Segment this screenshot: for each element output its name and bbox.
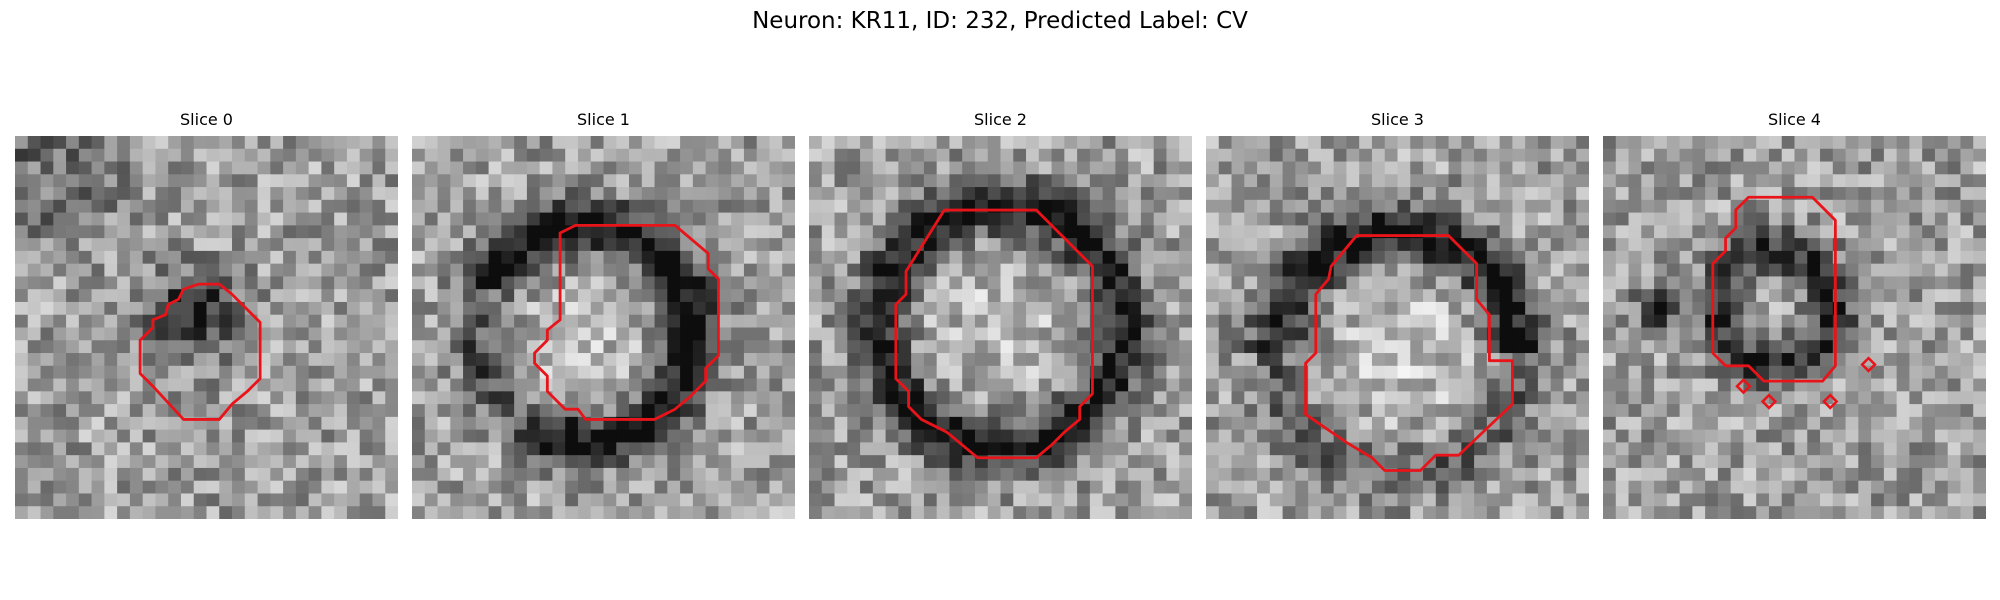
slice-title-3: Slice 3 <box>1206 108 1589 136</box>
slice-pixels-0 <box>15 136 398 519</box>
slice-title-4: Slice 4 <box>1603 108 1986 136</box>
slice-image-4 <box>1603 136 1986 519</box>
slice-image-1 <box>412 136 795 519</box>
figure-title: Neuron: KR11, ID: 232, Predicted Label: … <box>0 6 2000 36</box>
slice-panel-3: Slice 3 <box>1206 108 1589 519</box>
slice-pixels-2 <box>809 136 1192 519</box>
slice-pixels-1 <box>412 136 795 519</box>
slice-panel-2: Slice 2 <box>809 108 1192 519</box>
slice-title-1: Slice 1 <box>412 108 795 136</box>
slice-title-2: Slice 2 <box>809 108 1192 136</box>
slice-pixels-3 <box>1206 136 1589 519</box>
slice-panel-0: Slice 0 <box>15 108 398 519</box>
slice-panel-4: Slice 4 <box>1603 108 1986 519</box>
slice-image-0 <box>15 136 398 519</box>
slice-title-0: Slice 0 <box>15 108 398 136</box>
slice-pixels-4 <box>1603 136 1986 519</box>
slice-image-3 <box>1206 136 1589 519</box>
slice-panel-1: Slice 1 <box>412 108 795 519</box>
slice-image-2 <box>809 136 1192 519</box>
